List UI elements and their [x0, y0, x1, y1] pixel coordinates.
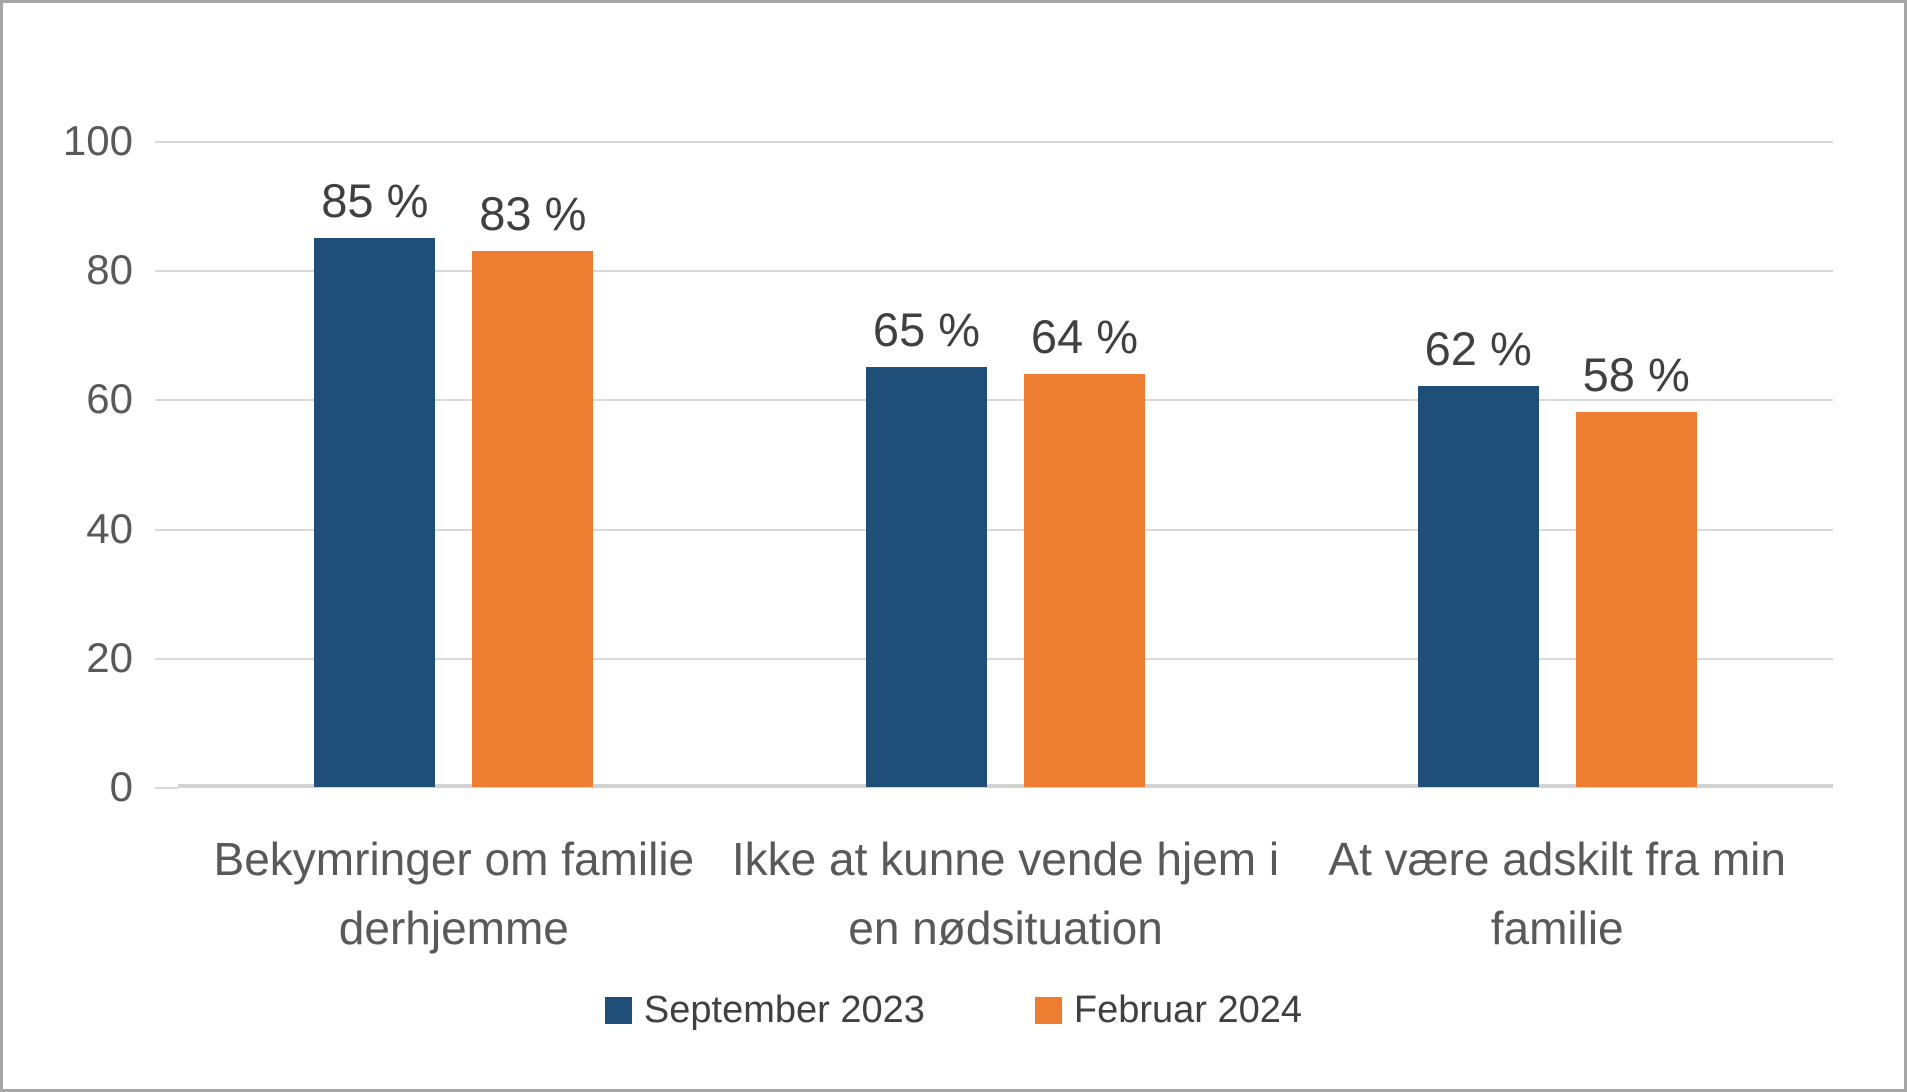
- legend-label: September 2023: [643, 989, 925, 1031]
- bar-september-2023: 85 %: [314, 177, 436, 787]
- bar-september-2023: 65 %: [866, 306, 987, 787]
- bar-group-separated-from-family: 62 % 58 %: [1281, 141, 1833, 787]
- y-tick-mark: [155, 528, 178, 531]
- gridline-40: [178, 528, 1833, 531]
- x-axis-category-label: Ikke at kunne vende hjem i en nødsituati…: [731, 833, 1280, 954]
- legend: September 2023 Februar 2024: [3, 989, 1904, 1032]
- gridline-100: [178, 141, 1833, 143]
- bar-februar-2024: 64 %: [1024, 313, 1145, 787]
- y-tick-mark: [155, 657, 178, 660]
- bar-value-label: 62 %: [1424, 322, 1532, 376]
- x-axis-category-label: At være adskilt fra min familie: [1328, 833, 1786, 954]
- bar-februar-2024: 83 %: [472, 190, 594, 787]
- bar-value-label: 85 %: [321, 173, 429, 227]
- x-axis-labels: Bekymringer om familie derhjemme Ikke at…: [178, 825, 1833, 963]
- bar-group-return-home-emergency: 65 % 64 %: [730, 141, 1282, 787]
- y-axis-tick-label: 0: [109, 763, 133, 810]
- x-axis-line: [178, 784, 1833, 788]
- x-axis-category-label: Bekymringer om familie derhjemme: [213, 833, 695, 954]
- y-axis-tick-label: 80: [86, 246, 133, 294]
- bar-value-label: 64 %: [1030, 309, 1139, 363]
- bar-value-label: 83 %: [479, 186, 587, 240]
- plot-area: 85 % 83 % 65 % 64 % 62 % 58 %: [155, 141, 1833, 789]
- gridline-20: [178, 657, 1833, 660]
- y-axis-tick-label: 20: [86, 633, 133, 681]
- y-tick-mark: [155, 399, 178, 402]
- y-tick-mark: [155, 141, 178, 143]
- y-tick-mark: [155, 787, 178, 789]
- y-tick-mark: [155, 270, 178, 273]
- legend-swatch-icon: [1034, 997, 1062, 1024]
- legend-item-september-2023: September 2023: [604, 989, 925, 1032]
- bar-value-label: 58 %: [1582, 348, 1690, 402]
- y-axis: 100 80 60 40 20 0: [3, 120, 133, 808]
- bar-september-2023: 62 %: [1417, 325, 1539, 787]
- y-axis-tick-label: 100: [62, 117, 133, 164]
- gridline-80: [178, 270, 1833, 273]
- legend-label: Februar 2024: [1073, 989, 1303, 1031]
- bar-februar-2024: 58 %: [1575, 351, 1697, 787]
- bar-group-family-home: 85 % 83 %: [178, 141, 730, 787]
- bar-value-label: 65 %: [872, 303, 981, 357]
- y-axis-tick-label: 60: [86, 375, 133, 423]
- gridline-60: [178, 399, 1833, 402]
- legend-item-februar-2024: Februar 2024: [1034, 989, 1303, 1032]
- y-axis-tick-label: 40: [86, 504, 133, 552]
- legend-swatch-icon: [604, 997, 632, 1024]
